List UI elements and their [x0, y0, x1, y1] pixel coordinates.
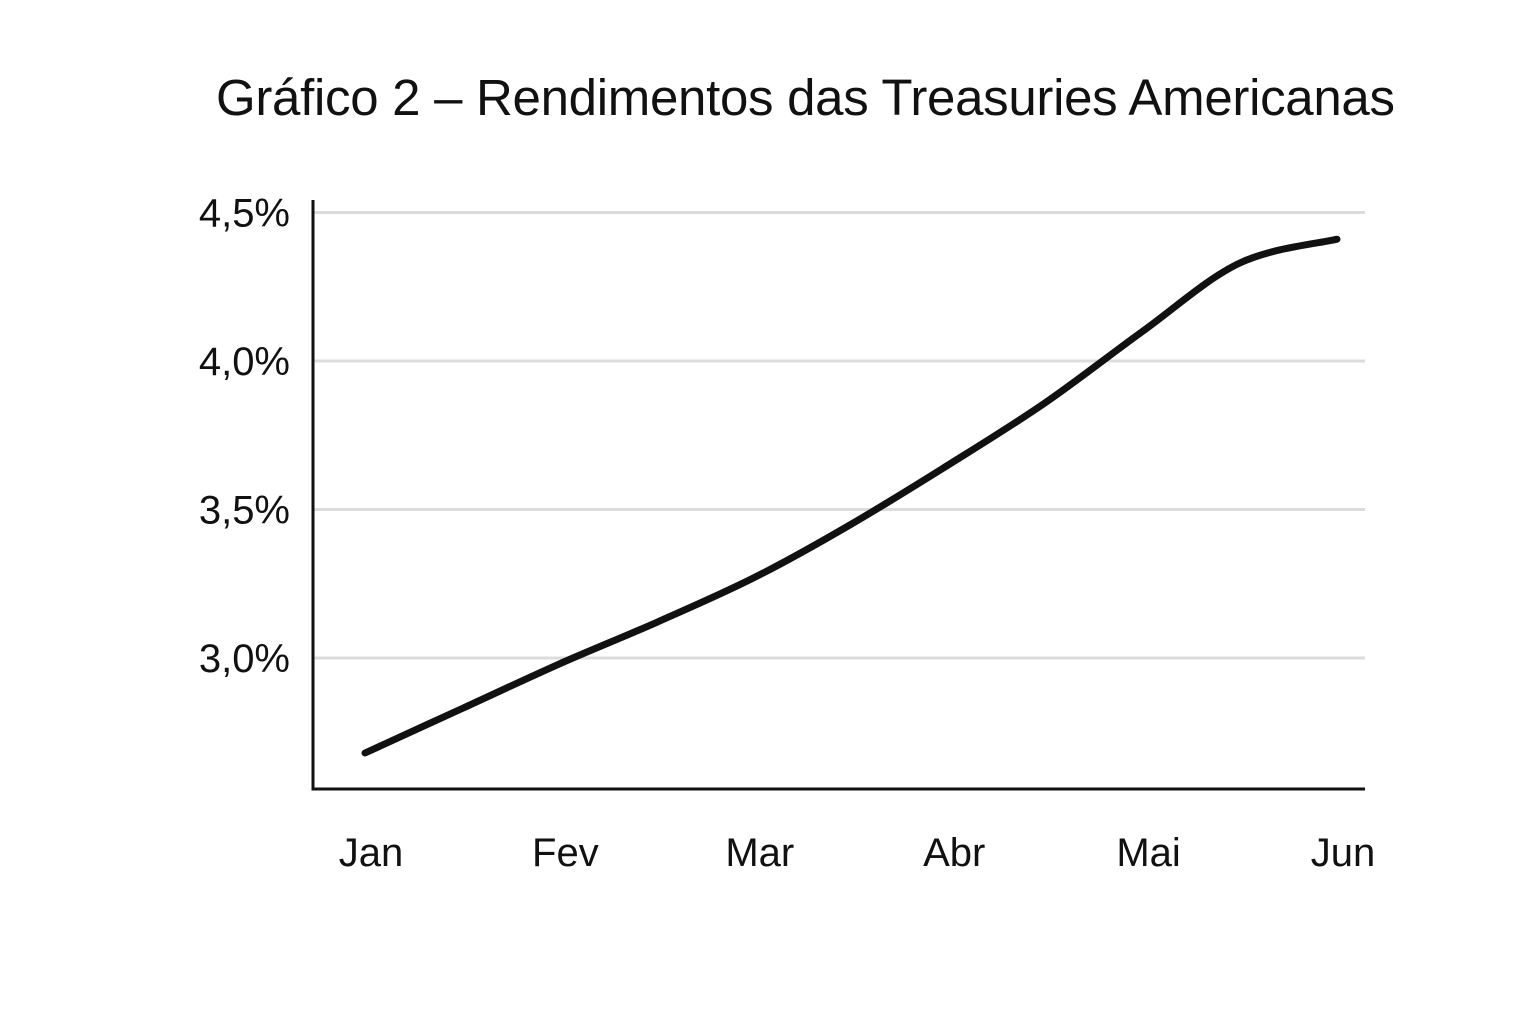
- y-tick-label: 3,0%: [199, 637, 290, 681]
- x-axis-tick-labels: Jan Fev Mar Abr Mai Jun: [339, 831, 1376, 875]
- x-tick-label: Jan: [339, 831, 404, 875]
- y-tick-label: 3,5%: [199, 489, 290, 533]
- y-tick-label: 4,5%: [199, 192, 290, 236]
- series-layer: [361, 235, 1341, 757]
- x-tick-label: Jun: [1311, 831, 1376, 875]
- y-axis-tick-labels: 4,5% 4,0% 3,5% 3,0%: [199, 192, 290, 682]
- x-tick-label: Mar: [725, 831, 794, 875]
- y-tick-label: 4,0%: [199, 340, 290, 384]
- chart-title: Gráfico 2 – Rendimentos das Treasuries A…: [216, 69, 1395, 126]
- grid-lines: [313, 211, 1365, 660]
- x-tick-label: Abr: [923, 831, 985, 875]
- series-line: [361, 235, 1341, 757]
- x-tick-label: Fev: [532, 831, 599, 875]
- x-tick-label: Mai: [1116, 831, 1180, 875]
